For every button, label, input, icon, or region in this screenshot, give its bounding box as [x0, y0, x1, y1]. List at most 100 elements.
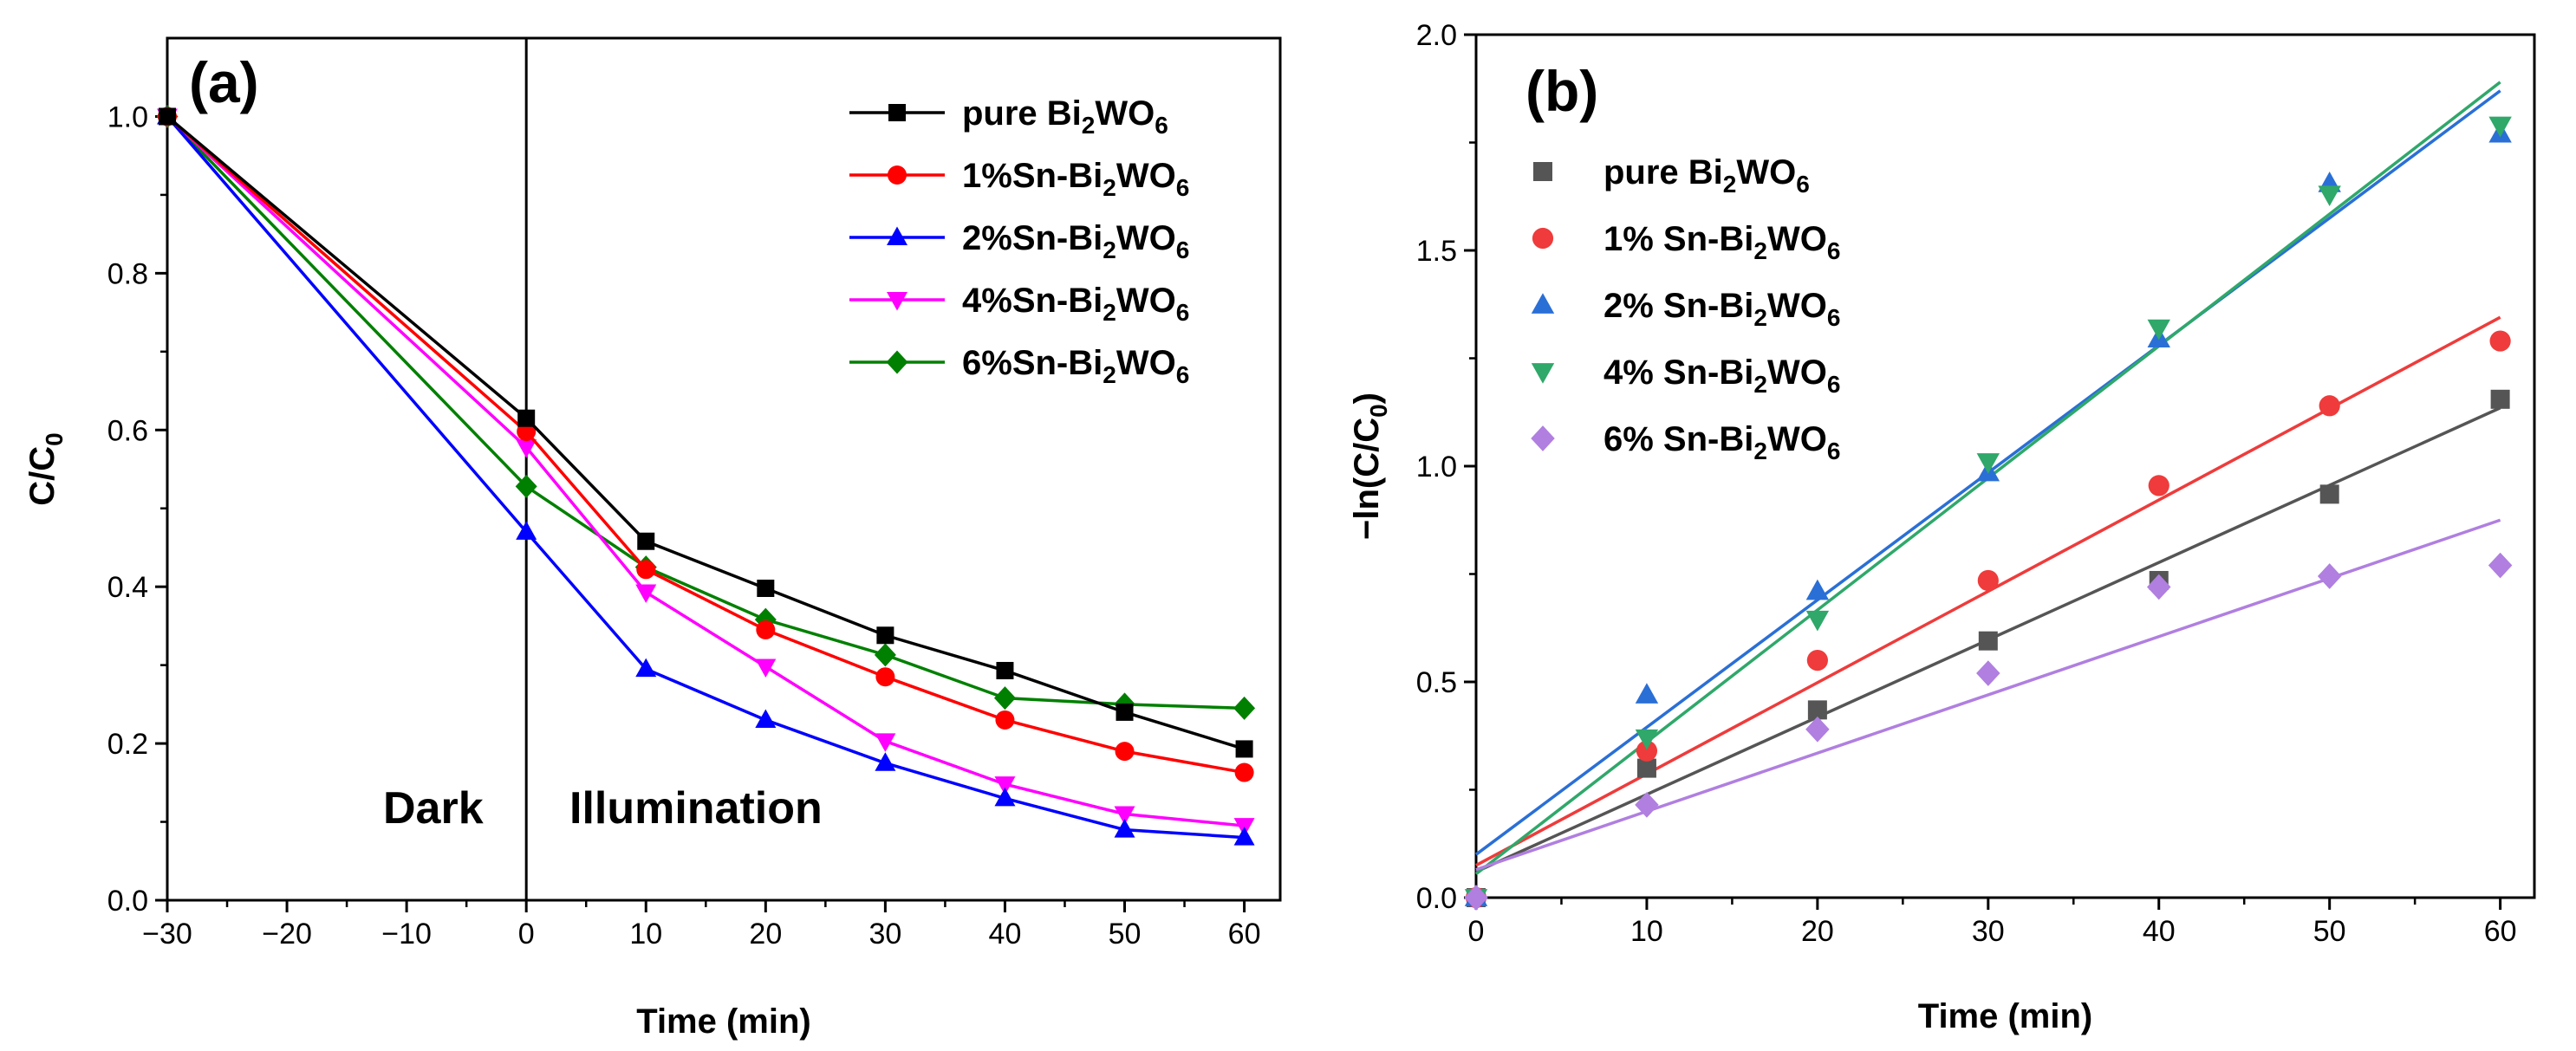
legend-label: 6% Sn-Bi2WO6 [1603, 420, 1840, 464]
data-point [2319, 395, 2340, 417]
x-axis-title: Time (min) [636, 1002, 811, 1041]
data-point [1636, 758, 1656, 778]
data-point [756, 620, 776, 639]
legend-marker [1531, 425, 1555, 451]
data-point [516, 439, 537, 458]
annotation-dark: Dark [383, 783, 484, 834]
data-point [874, 643, 896, 667]
panel-label: (a) [189, 50, 259, 114]
data-point [1807, 700, 1827, 720]
data-point [995, 710, 1015, 730]
data-point [1233, 696, 1256, 720]
series-line [166, 115, 1246, 751]
y-tick-label: 0.5 [1416, 666, 1457, 699]
y-tick-label: 1.5 [1416, 235, 1457, 268]
legend-marker [888, 104, 906, 121]
legend-label: 2% Sn-Bi2WO6 [1603, 287, 1840, 331]
x-tick-label: 0 [1468, 915, 1485, 948]
legend-label: 1%Sn-Bi2WO6 [962, 157, 1189, 201]
data-point [159, 107, 176, 126]
legend-marker [886, 350, 908, 374]
data-point [1114, 806, 1135, 825]
data-point [1978, 631, 1998, 651]
data-point [635, 584, 657, 604]
data-point [1635, 792, 1659, 818]
data-point [2148, 475, 2169, 496]
data-point [996, 661, 1014, 679]
data-point [1234, 762, 1254, 782]
data-point [2319, 484, 2339, 504]
data-point [755, 709, 777, 728]
legend-label: 1% Sn-Bi2WO6 [1603, 220, 1840, 264]
data-point [2317, 563, 2342, 589]
y-tick-label: 1.0 [107, 101, 148, 133]
data-point [875, 667, 895, 687]
data-point [515, 474, 537, 498]
x-tick-label: 0 [518, 918, 535, 950]
data-point [1977, 569, 1999, 592]
series-line [166, 115, 1245, 827]
data-point [2488, 552, 2513, 579]
data-point [1635, 729, 1659, 750]
y-axis-title: C/C0 [23, 432, 68, 505]
panel-a: −30 −20 −10 0 10 20 30 40 50 60 0.0 0.2 0.4 0.6 0.8 1.0… [23, 36, 1282, 1041]
x-tick-label: 10 [629, 918, 662, 950]
x-tick-label: −30 [142, 918, 192, 950]
legend-label: 4% Sn-Bi2WO6 [1603, 354, 1840, 398]
legend-label: 6%Sn-Bi2WO6 [962, 344, 1189, 388]
y-tick-label: 0.0 [1416, 882, 1457, 915]
data-point [876, 626, 894, 645]
data-point [755, 658, 777, 678]
y-tick-label: 0.2 [107, 728, 148, 761]
legend-label: pure Bi2WO6 [962, 94, 1168, 139]
data-point [1805, 610, 1830, 632]
data-point [757, 579, 775, 597]
panel-label: (b) [1525, 59, 1598, 123]
data-point [636, 560, 656, 580]
data-point [1115, 742, 1135, 762]
x-tick-label: 30 [1972, 915, 2005, 948]
x-tick-label: 40 [2143, 915, 2176, 948]
data-point [875, 733, 896, 752]
y-tick-label: 0.0 [107, 885, 148, 918]
legend-marker [887, 226, 907, 245]
data-point [1116, 703, 1134, 721]
x-tick-label: 50 [2313, 915, 2346, 948]
legend-marker [1532, 227, 1554, 250]
data-point [1464, 885, 1488, 911]
x-tick-label: −20 [262, 918, 312, 950]
x-tick-label: 60 [1228, 918, 1261, 950]
x-axis-title: Time (min) [1918, 997, 2093, 1035]
series-line [166, 115, 1245, 710]
data-point [2146, 574, 2171, 600]
x-tick-label: 40 [989, 918, 1022, 950]
y-tick-label: 1.0 [1416, 451, 1457, 483]
y-tick-label: 0.8 [107, 257, 148, 290]
x-tick-label: 10 [1630, 915, 1663, 948]
data-point [637, 532, 655, 550]
data-point [635, 658, 657, 678]
data-point [517, 409, 536, 427]
data-point [1805, 579, 1830, 600]
y-tick-label: 0.4 [107, 571, 148, 604]
x-tick-label: 50 [1109, 918, 1142, 950]
data-point [2488, 116, 2512, 138]
data-point [516, 521, 537, 540]
legend-marker [1531, 363, 1555, 384]
data-point [994, 776, 1016, 795]
series-line [166, 115, 1245, 775]
x-tick-label: −10 [381, 918, 432, 950]
panel-b: 0 10 20 30 40 50 60 0.0 0.5 1.0 1.5 2.0 (b)pure Bi2W… [1348, 19, 2536, 1035]
legend-label: pure Bi2WO6 [1603, 153, 1810, 198]
plot-frame [166, 36, 1282, 902]
data-point [875, 752, 896, 771]
data-point [1805, 716, 1830, 743]
x-tick-label: 20 [749, 918, 782, 950]
legend-marker [888, 165, 907, 185]
x-tick-label: 20 [1801, 915, 1834, 948]
data-point [1233, 827, 1255, 846]
data-point [1635, 683, 1659, 704]
data-point [993, 686, 1016, 710]
x-tick-label: 30 [868, 918, 901, 950]
data-point [1636, 740, 1658, 762]
